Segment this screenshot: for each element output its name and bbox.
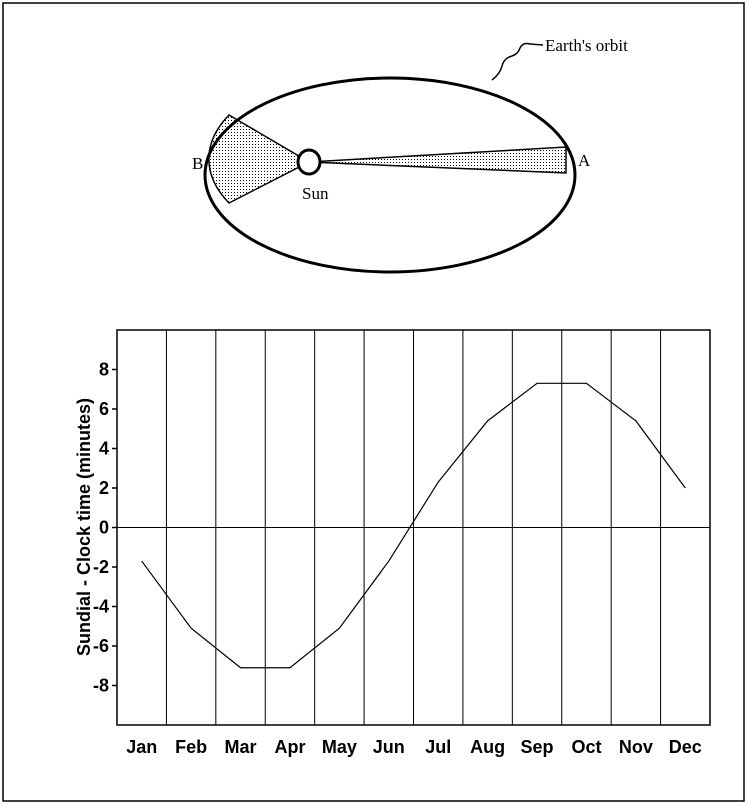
- y-tick-label: -2: [93, 557, 109, 577]
- y-tick-label: 6: [99, 399, 109, 419]
- y-tick-label: 4: [99, 439, 109, 459]
- x-tick-label: Jun: [373, 737, 405, 757]
- point-b: B: [192, 154, 203, 173]
- wedge-a: [308, 146, 567, 174]
- x-tick-label: Mar: [225, 737, 257, 757]
- x-tick-label: Feb: [175, 737, 207, 757]
- x-tick-label: Oct: [571, 737, 601, 757]
- x-tick-label: Jul: [425, 737, 451, 757]
- pointer: [491, 42, 544, 81]
- x-tick-label: Apr: [274, 737, 305, 757]
- orbit-diagram: Earth's orbit B A Sun: [192, 36, 628, 274]
- sun: [296, 148, 322, 176]
- y-tick-label: 8: [99, 360, 109, 380]
- x-tick-label: Dec: [669, 737, 702, 757]
- orbit-label: Earth's orbit: [545, 36, 628, 55]
- point-a: A: [578, 151, 591, 170]
- line: [141, 382, 686, 669]
- y-tick-label: 2: [99, 478, 109, 498]
- x-tick-label: Jan: [126, 737, 157, 757]
- sun-label: Sun: [302, 184, 329, 203]
- orbit: [203, 76, 577, 274]
- x-tick-label: May: [322, 737, 357, 757]
- y-tick-label: -6: [93, 636, 109, 656]
- y-tick-label: -4: [93, 597, 109, 617]
- x-tick-label: Aug: [470, 737, 505, 757]
- x-tick-label: Nov: [619, 737, 653, 757]
- y-tick-label: 0: [99, 518, 109, 538]
- wedge-b: [208, 114, 311, 204]
- y-tick-label: -8: [93, 676, 109, 696]
- y-axis-label: Sundial - Clock time (minutes): [74, 398, 94, 656]
- x-tick-label: Sep: [521, 737, 554, 757]
